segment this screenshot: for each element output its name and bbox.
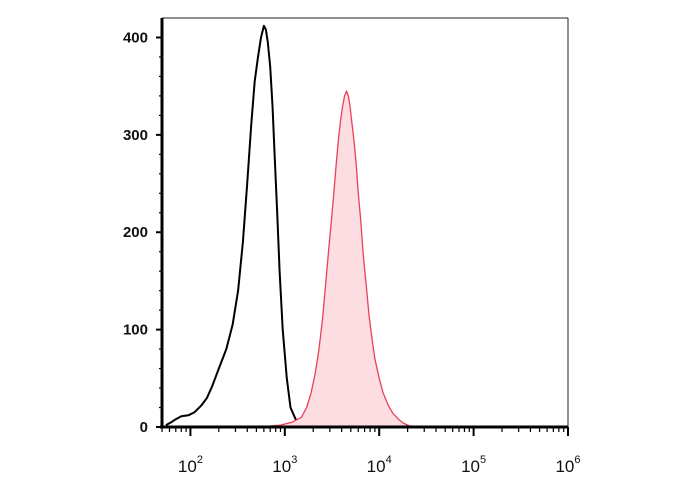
y-tick-label: 400	[123, 29, 148, 46]
series-1-fill	[218, 91, 417, 427]
x-tick-label: 106	[555, 454, 580, 476]
y-tick-label: 200	[123, 224, 148, 241]
axes-layer	[156, 18, 569, 436]
y-tick-label: 100	[123, 322, 148, 339]
labels-layer: 0 100 200 300 400 102 103 104 105 106	[123, 29, 581, 476]
series-layer	[165, 24, 568, 428]
y-tick-label: 300	[123, 127, 148, 144]
x-tick-label: 104	[367, 454, 392, 476]
plot-frame	[162, 17, 569, 427]
x-tick-label: 102	[178, 454, 203, 476]
series-1-outline	[218, 90, 417, 428]
x-tick-label: 103	[272, 454, 297, 476]
y-tick-label: 0	[140, 419, 148, 436]
x-tick-label: 105	[461, 454, 486, 476]
